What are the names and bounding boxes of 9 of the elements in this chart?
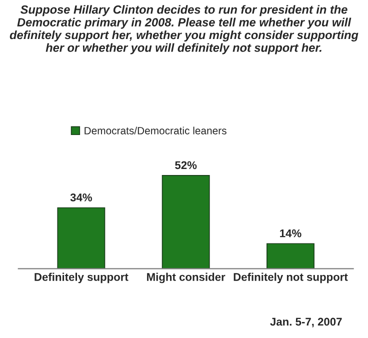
data-label: 34% (70, 194, 92, 202)
legend-label: Democrats/Democratic leaners (84, 126, 226, 134)
x-tick-label: Definitely support (34, 272, 128, 284)
text: Jan. 5-7, 2007 (270, 318, 342, 328)
chart-title: Suppose Hillary Clinton decides to run for president in the Democratic primary in 2008. Please tell me whether you will definitely support her, whether you might consider supporting her or whether you will definitely not support her. (10, 5, 358, 54)
x-tick-label: Might consider (147, 272, 226, 284)
data-label: 52% (175, 161, 197, 170)
x-tick-label: Definitely not support (234, 272, 348, 284)
data-label: 14% (280, 229, 302, 238)
